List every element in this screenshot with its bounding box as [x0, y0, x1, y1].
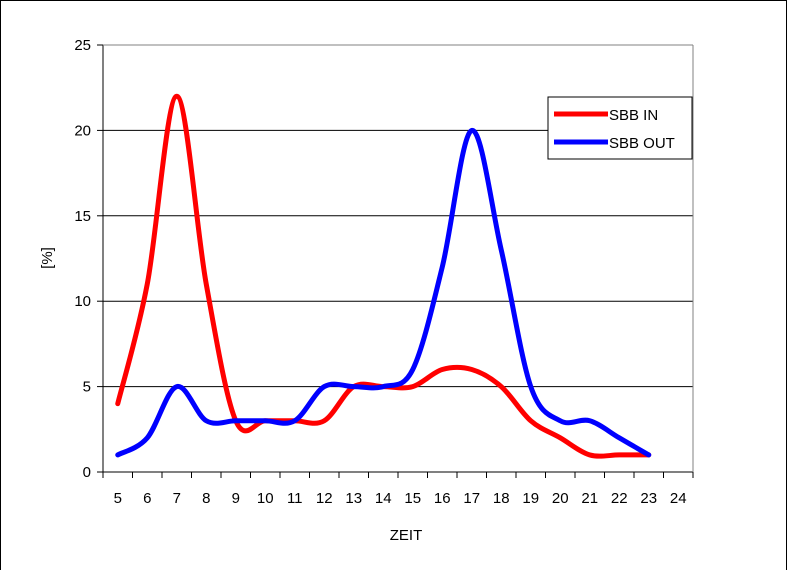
y-tick-label-20: 20	[74, 122, 91, 139]
x-tick-label-9: 9	[232, 490, 240, 507]
x-tick-label-21: 21	[581, 490, 598, 507]
y-axis-ticks: 0 5 10 15 20 25	[74, 37, 103, 481]
legend-box	[547, 96, 693, 160]
series-lines	[115, 93, 652, 459]
legend-label-0: SBB IN	[609, 107, 658, 124]
x-tick-label-12: 12	[316, 490, 333, 507]
y-axis-label: [%]	[39, 247, 56, 269]
x-tick-label-17: 17	[463, 490, 480, 507]
x-tick-label-19: 19	[522, 490, 539, 507]
x-tick-label-16: 16	[434, 490, 451, 507]
gridlines	[103, 44, 693, 388]
y-tick-label-5: 5	[83, 379, 91, 396]
x-tick-label-13: 13	[345, 490, 362, 507]
axes	[102, 44, 694, 473]
x-tick-label-5: 5	[114, 490, 122, 507]
x-tick-label-11: 11	[287, 490, 303, 507]
x-tick-label-8: 8	[202, 490, 210, 507]
x-axis-ticks: 5 6 7 8 9 10 11 12 13 14 15 16 17 18 19 20 21 22 23 24	[102, 472, 694, 507]
x-tick-label-10: 10	[257, 490, 274, 507]
x-tick-label-15: 15	[404, 490, 421, 507]
x-tick-label-20: 20	[552, 490, 569, 507]
x-tick-label-6: 6	[143, 490, 151, 507]
legend: SBB IN SBB OUT	[547, 96, 693, 160]
x-tick-label-24: 24	[670, 490, 687, 507]
legend-label-1: SBB OUT	[609, 135, 675, 152]
series-line-1	[115, 127, 652, 458]
x-axis-label: ZEIT	[390, 527, 423, 544]
y-tick-label-0: 0	[83, 464, 91, 481]
y-tick-label-10: 10	[74, 293, 91, 310]
x-tick-label-14: 14	[375, 490, 392, 507]
x-tick-label-23: 23	[640, 490, 657, 507]
x-tick-label-18: 18	[493, 490, 510, 507]
y-tick-label-15: 15	[74, 208, 91, 225]
y-tick-label-25: 25	[74, 37, 91, 54]
x-tick-label-7: 7	[173, 490, 181, 507]
x-tick-label-22: 22	[611, 490, 628, 507]
